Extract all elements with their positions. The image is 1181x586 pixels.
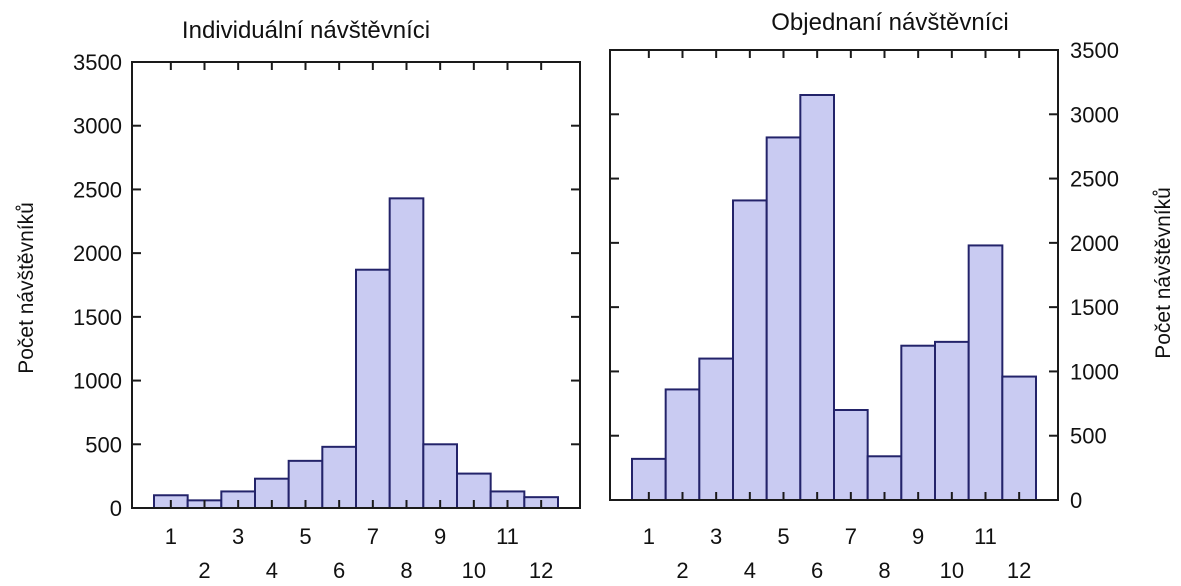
x-tick-label: 5 xyxy=(299,524,311,549)
x-tick-label: 6 xyxy=(811,558,823,581)
chart-individual-visitors: Individuální návštěvníci Počet návštěvní… xyxy=(15,17,581,583)
y-tick-label: 3500 xyxy=(73,50,122,75)
bar-month-5 xyxy=(765,136,802,501)
bar-month-4 xyxy=(732,199,768,501)
y-tick-label: 0 xyxy=(1070,488,1082,513)
x-tick-label: 12 xyxy=(529,558,553,581)
x-tick-label: 4 xyxy=(744,558,756,581)
chart-title: Objednaní návštěvníci xyxy=(771,9,1008,36)
y-tick-label: 1500 xyxy=(73,305,122,330)
y-tick-label: 3500 xyxy=(1070,38,1119,63)
x-tick-label: 11 xyxy=(496,524,519,549)
y-tick-label: 2500 xyxy=(1070,167,1119,192)
y-tick-label: 3000 xyxy=(1070,102,1119,127)
x-tick-label: 1 xyxy=(643,524,655,549)
x-tick-label: 8 xyxy=(878,558,890,581)
x-tick-label: 6 xyxy=(333,558,345,581)
x-tick-label: 4 xyxy=(266,558,278,581)
y-tick-label: 500 xyxy=(85,432,122,457)
chart-ordered-visitors: Objednaní návštěvníci Počet návštěvníků … xyxy=(609,9,1175,583)
x-tick-label: 2 xyxy=(676,558,688,581)
x-tick-label: 10 xyxy=(462,558,486,581)
y-axis-label: Počet návštěvníků xyxy=(1152,187,1175,359)
x-tick-label: 1 xyxy=(165,524,177,549)
y-tick-label: 500 xyxy=(1070,424,1107,449)
x-tick-label: 9 xyxy=(912,524,924,549)
bar-month-2 xyxy=(664,388,701,501)
plot-frame xyxy=(131,61,581,509)
bar-month-9 xyxy=(422,443,458,510)
chart-title: Individuální návštěvníci xyxy=(182,17,430,44)
x-tick-label: 7 xyxy=(845,524,857,549)
bar-month-3 xyxy=(698,357,735,501)
y-tick-label: 2000 xyxy=(73,241,122,266)
bar-month-7 xyxy=(833,409,869,501)
x-tick-label: 5 xyxy=(777,524,789,549)
y-tick-label: 1000 xyxy=(1070,359,1119,384)
x-tick-label: 7 xyxy=(367,524,379,549)
x-tick-label: 3 xyxy=(710,524,722,549)
plot-frame xyxy=(609,49,1059,501)
x-tick-label: 10 xyxy=(940,558,964,581)
y-tick-label: 3000 xyxy=(73,114,122,139)
bar-month-6 xyxy=(799,94,836,501)
x-tick-label: 3 xyxy=(232,524,244,549)
bar-month-9 xyxy=(900,344,937,501)
bar-month-11 xyxy=(967,244,1004,501)
bar-month-12 xyxy=(1001,375,1038,502)
x-tick-label: 12 xyxy=(1007,558,1031,581)
bar-month-8 xyxy=(388,197,425,509)
y-tick-label: 2500 xyxy=(73,177,122,202)
x-tick-label: 8 xyxy=(400,558,412,581)
bar-month-6 xyxy=(321,445,357,509)
y-axis-label: Počet návštěvníků xyxy=(15,202,38,374)
bar-month-7 xyxy=(355,268,391,509)
x-tick-label: 11 xyxy=(974,524,997,549)
x-tick-label: 2 xyxy=(198,558,210,581)
bar-month-10 xyxy=(934,340,970,501)
y-tick-label: 1500 xyxy=(1070,295,1119,320)
y-tick-label: 1000 xyxy=(73,369,122,394)
y-tick-label: 0 xyxy=(110,496,122,521)
y-tick-label: 2000 xyxy=(1070,231,1119,256)
x-tick-label: 9 xyxy=(434,524,446,549)
